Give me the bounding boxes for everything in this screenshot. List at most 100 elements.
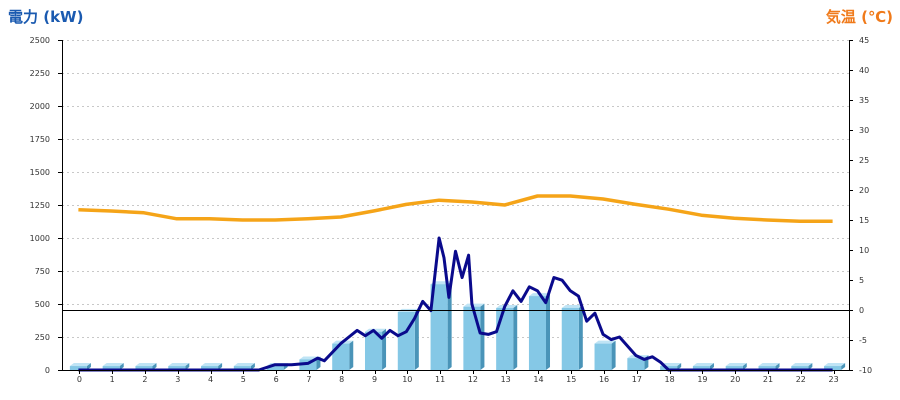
- bar-top: [69, 363, 91, 367]
- right-tick-label: 35: [859, 96, 869, 105]
- bar: [725, 366, 743, 370]
- bar-top: [791, 363, 813, 367]
- right-tick-label: -5: [859, 336, 867, 345]
- temperature-line: [78, 194, 833, 223]
- bar-top: [463, 303, 485, 307]
- bar-side: [480, 303, 485, 370]
- bar-side: [611, 340, 616, 370]
- axes: [62, 40, 850, 371]
- power-line: [78, 236, 833, 372]
- x-tick-label: 12: [468, 375, 478, 384]
- bar-side: [513, 304, 518, 370]
- bar-top: [168, 363, 190, 367]
- left-tick-label: 250: [35, 333, 50, 342]
- bar-side: [250, 363, 255, 370]
- bar-side: [742, 363, 747, 370]
- left-tick-label: 0: [45, 366, 50, 375]
- bar-top: [233, 363, 255, 367]
- bar: [692, 366, 710, 370]
- x-tick-label: 15: [566, 375, 576, 384]
- left-tick-label: 2250: [30, 69, 50, 78]
- right-tick-label: 45: [859, 36, 869, 45]
- right-tick-label: 30: [859, 126, 869, 135]
- bar-side: [218, 363, 223, 370]
- bar-top: [135, 363, 157, 367]
- x-tick-label: 18: [665, 375, 675, 384]
- bar-side: [119, 363, 124, 370]
- x-tick-label: 0: [77, 375, 82, 384]
- bar-side: [152, 363, 157, 370]
- x-tick-label: 5: [241, 375, 246, 384]
- left-tick-label: 750: [35, 267, 50, 276]
- right-tick-label: 15: [859, 216, 869, 225]
- x-axis-ticks: 0 1 2 3 4 5 6 7 8 9 10 11 12 13 14 15 16 17 18 19 20 21 22 23: [77, 370, 839, 384]
- bar-top: [496, 304, 518, 308]
- x-tick-label: 13: [501, 375, 511, 384]
- bar: [758, 366, 776, 370]
- gridlines: [62, 40, 849, 338]
- x-tick-label: 22: [796, 375, 806, 384]
- x-tick-label: 14: [533, 375, 543, 384]
- right-axis-title: 気温 (℃): [826, 8, 893, 26]
- bar-side: [775, 363, 780, 370]
- bar-top: [561, 304, 583, 308]
- bar: [430, 284, 448, 370]
- x-tick-label: 6: [274, 375, 279, 384]
- x-tick-label: 23: [829, 375, 839, 384]
- bar-top: [102, 363, 124, 367]
- x-tick-label: 7: [306, 375, 311, 384]
- bar: [528, 296, 547, 370]
- x-tick-label: 11: [435, 375, 445, 384]
- bar-side: [185, 363, 190, 370]
- right-tick-label: 5: [859, 276, 864, 285]
- bar: [168, 366, 186, 370]
- bar: [69, 366, 87, 370]
- bar-side: [349, 340, 354, 370]
- bar: [102, 366, 120, 370]
- bar: [233, 366, 251, 370]
- line-series: [78, 194, 833, 372]
- x-tick-label: 16: [599, 375, 609, 384]
- left-tick-label: 2500: [30, 36, 50, 45]
- x-tick-label: 1: [110, 375, 115, 384]
- right-tick-label: -10: [859, 366, 872, 375]
- bar: [135, 366, 153, 370]
- bar-side: [808, 363, 813, 370]
- bar: [332, 343, 350, 370]
- bar-side: [578, 304, 583, 370]
- bar-top: [201, 363, 223, 367]
- right-axis-ticks: -10 -5 0 5 10 15 20 25 30 35 40 45: [849, 36, 872, 375]
- right-tick-label: 0: [859, 306, 864, 315]
- left-axis-title: 電力 (kW): [8, 8, 83, 26]
- bar: [463, 306, 481, 370]
- x-tick-label: 10: [402, 375, 412, 384]
- left-axis-ticks: 0 250 500 750 1000 1250 1500 1750 2000 2250 2500: [30, 36, 62, 375]
- bar: [824, 366, 842, 370]
- bar-series: [69, 281, 846, 370]
- left-tick-label: 2000: [30, 102, 50, 111]
- bar: [201, 366, 219, 370]
- bar-top: [594, 340, 616, 344]
- x-tick-label: 17: [632, 375, 642, 384]
- x-tick-label: 2: [142, 375, 147, 384]
- left-tick-label: 1750: [30, 135, 50, 144]
- bar: [791, 366, 809, 370]
- bar-side: [86, 363, 91, 370]
- right-tick-label: 20: [859, 186, 869, 195]
- bar: [594, 343, 612, 370]
- bar: [627, 358, 645, 370]
- x-tick-label: 8: [339, 375, 344, 384]
- x-tick-label: 19: [697, 375, 707, 384]
- bar-side: [414, 308, 419, 370]
- bar-side: [677, 363, 682, 370]
- bar-side: [709, 363, 714, 370]
- right-tick-label: 40: [859, 66, 869, 75]
- bar: [364, 331, 383, 370]
- left-tick-label: 1000: [30, 234, 50, 243]
- x-tick-label: 20: [730, 375, 740, 384]
- x-tick-label: 4: [208, 375, 213, 384]
- bar-top: [692, 363, 714, 367]
- bar-side: [841, 363, 846, 370]
- bar-top: [758, 363, 780, 367]
